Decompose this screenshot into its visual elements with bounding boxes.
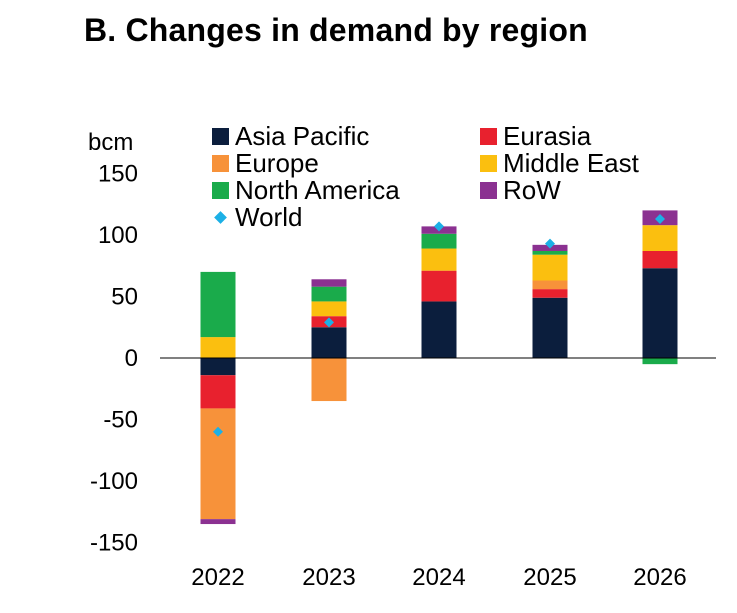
bar-segment-europe-2023 bbox=[311, 358, 347, 402]
x-tick-label: 2025 bbox=[523, 564, 576, 591]
bar-segment-row-2023 bbox=[311, 279, 347, 287]
legend-swatch bbox=[212, 182, 229, 199]
legend-item-asia-pacific: Asia Pacific bbox=[212, 121, 369, 152]
bar-segment-asia-pacific-2022 bbox=[200, 358, 236, 376]
bar-segment-middle-east-2023 bbox=[311, 301, 347, 317]
legend-swatch bbox=[212, 128, 229, 145]
bar-segment-asia-pacific-2025 bbox=[532, 297, 568, 358]
y-tick-label: 150 bbox=[98, 161, 138, 188]
bar-segment-north-america-2026 bbox=[642, 358, 678, 365]
bar-segment-middle-east-2024 bbox=[421, 248, 457, 271]
world-markers-layer bbox=[213, 214, 665, 437]
y-tick-label: 0 bbox=[125, 345, 138, 372]
bar-segment-europe-2025 bbox=[532, 280, 568, 290]
x-tick-label: 2024 bbox=[412, 564, 465, 591]
bar-segment-middle-east-2026 bbox=[642, 225, 678, 251]
y-tick-label: -100 bbox=[90, 468, 138, 495]
bar-segment-eurasia-2026 bbox=[642, 250, 678, 269]
bar-segment-asia-pacific-2023 bbox=[311, 327, 347, 358]
bar-segment-north-america-2023 bbox=[311, 286, 347, 302]
x-tick-label: 2026 bbox=[633, 564, 686, 591]
legend-label: Europe bbox=[235, 148, 319, 178]
x-tick-labels: 2022 2023 2024 2025 2026 bbox=[191, 564, 686, 591]
world-marker-2025 bbox=[545, 238, 555, 249]
legend-label: World bbox=[235, 202, 303, 232]
legend-item-north-america: North America bbox=[212, 175, 400, 206]
bar-segment-middle-east-2022 bbox=[200, 337, 236, 358]
y-tick-label: -50 bbox=[103, 407, 138, 434]
y-axis-unit-label: bcm bbox=[88, 129, 133, 156]
legend-label: Eurasia bbox=[503, 121, 592, 151]
world-marker-2026 bbox=[655, 214, 665, 225]
y-tick-label: -150 bbox=[90, 530, 138, 557]
legend-item-eurasia: Eurasia bbox=[480, 121, 591, 152]
bars-layer bbox=[200, 210, 678, 525]
world-marker-2023 bbox=[324, 317, 334, 328]
x-tick-label: 2022 bbox=[191, 564, 244, 591]
chart-title: B. Changes in demand by region bbox=[84, 12, 588, 48]
y-tick-label: 50 bbox=[111, 284, 138, 311]
bar-segment-europe-2022 bbox=[200, 408, 236, 520]
legend-item-world: World bbox=[212, 202, 302, 233]
bar-segment-eurasia-2022 bbox=[200, 375, 236, 409]
legend-label: RoW bbox=[503, 175, 561, 205]
bar-segment-north-america-2024 bbox=[421, 233, 457, 249]
legend-item-middle-east: Middle East bbox=[480, 148, 639, 179]
legend-swatch bbox=[480, 182, 497, 199]
x-tick-label: 2023 bbox=[302, 564, 355, 591]
bar-segment-middle-east-2025 bbox=[532, 254, 568, 281]
legend-label: North America bbox=[235, 175, 400, 205]
bar-segment-row-2022 bbox=[200, 519, 236, 525]
legend-diamond-icon bbox=[214, 211, 227, 224]
legend-item-europe: Europe bbox=[212, 148, 319, 179]
world-marker-2022 bbox=[213, 426, 223, 437]
bar-segment-north-america-2022 bbox=[200, 271, 236, 338]
bar-segment-eurasia-2025 bbox=[532, 289, 568, 298]
legend-swatch bbox=[480, 128, 497, 145]
legend-swatch bbox=[212, 155, 229, 172]
bar-segment-eurasia-2024 bbox=[421, 270, 457, 302]
y-tick-labels: 150 100 50 0 -50 -100 -150 bbox=[90, 161, 138, 557]
world-marker-2024 bbox=[434, 221, 444, 232]
y-tick-label: 100 bbox=[98, 222, 138, 249]
bar-segment-asia-pacific-2024 bbox=[421, 301, 457, 358]
bar-segment-asia-pacific-2026 bbox=[642, 268, 678, 358]
bar-segment-north-america-2025 bbox=[532, 250, 568, 255]
legend-swatch bbox=[480, 155, 497, 172]
legend-item-row: RoW bbox=[480, 175, 561, 206]
legend-label: Asia Pacific bbox=[235, 121, 370, 151]
legend-label: Middle East bbox=[503, 148, 639, 178]
